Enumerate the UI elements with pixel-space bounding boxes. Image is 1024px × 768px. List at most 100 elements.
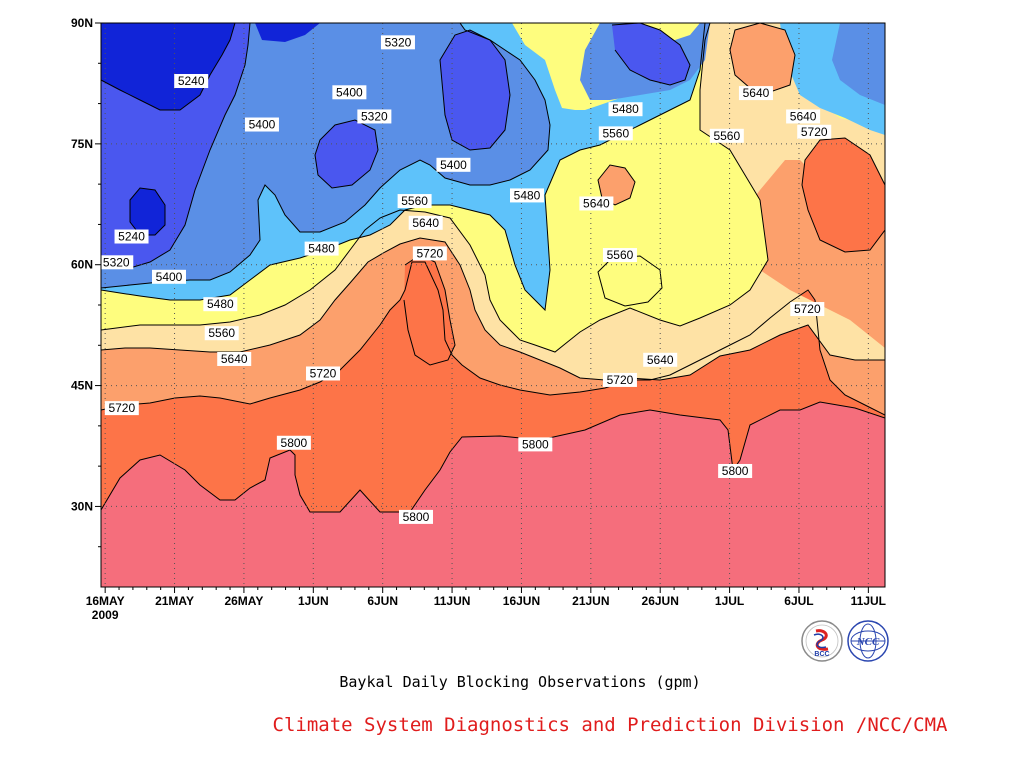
contour-label: 5720: [607, 373, 634, 387]
x-tick-label: 21JUN: [572, 594, 609, 608]
contour-label: 5560: [401, 194, 428, 208]
contour-label: 5400: [156, 270, 183, 284]
contour-label: 5400: [249, 118, 276, 132]
y-tick-label: 75N: [71, 137, 93, 151]
contour-label: 5800: [522, 437, 549, 451]
fill-blob-5480-mid: [598, 256, 662, 306]
bcc-logo-text: BCC: [814, 651, 829, 658]
credit-line: Climate System Diagnostics and Predictio…: [272, 714, 948, 736]
contour-label-bg: [738, 86, 773, 101]
contour-label-bg: [217, 351, 252, 366]
contour-label-bg: [276, 435, 311, 450]
contour-label: 5560: [602, 126, 629, 140]
fill-blob-5640-mid: [598, 165, 635, 205]
contour-label: 5480: [207, 297, 234, 311]
contour-label: 5640: [647, 353, 674, 367]
x-tick-label: 1JUN: [298, 594, 329, 608]
x-tick-label: 26MAY: [224, 594, 263, 608]
x-tick-label: 16MAY 2009: [86, 594, 125, 622]
contour-label-bg: [598, 126, 633, 141]
x-tick-label: 6JUL: [784, 594, 813, 608]
contour-label-bg: [244, 117, 279, 132]
contour-label-bg: [797, 124, 832, 139]
contour-label: 5720: [801, 125, 828, 139]
bcc-logo: BCC: [801, 620, 843, 662]
contour-label-bg: [306, 366, 341, 381]
chart-title: Baykal Daily Blocking Observations (gpm): [339, 673, 701, 691]
contour-label: 5480: [308, 242, 335, 256]
contour-label-bg: [643, 352, 678, 367]
fill-blob-5640-north: [730, 23, 795, 92]
contour-label-bg: [332, 85, 367, 100]
y-tick-label: 45N: [71, 379, 93, 393]
contour-line-5720: [101, 261, 885, 416]
gridlines: [101, 23, 885, 587]
contour-label-bg: [99, 255, 134, 270]
contour-label-bg: [718, 463, 753, 478]
contour-line-5400-loop: [611, 23, 691, 86]
contour-label: 5240: [118, 230, 145, 244]
contour-labels: 5240 5240 5320 5320 5320 5400 5400 5400 5400 5480…: [99, 35, 832, 524]
contour-label: 5320: [385, 35, 412, 49]
contour-label: 5320: [103, 255, 130, 269]
contour-label: 5720: [310, 366, 337, 380]
contour-label-bg: [602, 372, 637, 387]
contour-label-bg: [436, 157, 471, 172]
axis-ticks: 16MAY 2009 21MAY 26MAY 1JUN 6JUN 11JUN 16JUN 21J…: [71, 16, 886, 622]
contour-label-bg: [357, 109, 392, 124]
contour-label-bg: [204, 326, 239, 341]
contour-label: 5640: [221, 352, 248, 366]
contour-label-bg: [203, 297, 238, 312]
contour-label: 5400: [440, 158, 467, 172]
contour-label: 5400: [336, 85, 363, 99]
contour-label: 5640: [583, 196, 610, 210]
contour-label: 5560: [208, 326, 235, 340]
contour-label-bg: [709, 128, 744, 143]
x-tick-label: 11JUL: [851, 594, 886, 608]
y-tick-label: 30N: [71, 499, 93, 513]
contour-label-bg: [408, 215, 443, 230]
fill-band-5320: [101, 23, 885, 288]
y-tick-label: 90N: [71, 16, 93, 30]
contour-label-bg: [509, 188, 544, 203]
contour-label-bg: [380, 35, 415, 50]
contour-label: 5640: [412, 216, 439, 230]
contour-label: 5240: [178, 74, 205, 88]
contour-label-bg: [790, 302, 825, 317]
contour-line-5720-loop: [801, 137, 885, 253]
x-tick-label: 11JUN: [434, 594, 471, 608]
x-tick-label: 6JUN: [367, 594, 398, 608]
contour-label: 5640: [743, 86, 770, 100]
contour-label: 5800: [722, 464, 749, 478]
ncc-logo-text: NCC: [856, 636, 880, 648]
contour-label-bg: [608, 102, 643, 117]
contour-label: 5480: [612, 102, 639, 116]
contour-line-5480: [101, 23, 706, 312]
contour-line-5320-loop: [439, 29, 511, 151]
contour-line-5560: [101, 23, 769, 353]
x-tick-label: 1JUL: [715, 594, 744, 608]
x-tick-label: 21MAY: [155, 594, 194, 608]
contour-label: 5640: [790, 109, 817, 123]
contour-label-bg: [397, 194, 432, 209]
contour-fills: [101, 23, 885, 587]
fill-band-lowest: [101, 23, 320, 235]
contour-label-bg: [412, 246, 447, 261]
contour-label-bg: [579, 196, 614, 211]
contour-label-bg: [174, 74, 209, 89]
contour-label-bg: [104, 401, 139, 416]
contour-label: 5720: [794, 302, 821, 316]
contour-label: 5720: [108, 401, 135, 415]
fill-blob-5720-east: [802, 138, 885, 252]
contour-label-bg: [304, 241, 339, 256]
contour-label-bg: [151, 269, 186, 284]
contour-label-bg: [518, 437, 553, 452]
contour-label: 5320: [361, 109, 388, 123]
x-tick-label: 26JUN: [642, 594, 679, 608]
contour-label-bg: [398, 509, 433, 524]
contour-label: 5560: [607, 248, 634, 262]
contour-label-bg: [114, 229, 149, 244]
contour-label: 5800: [281, 436, 308, 450]
contour-label: 5560: [713, 129, 740, 143]
